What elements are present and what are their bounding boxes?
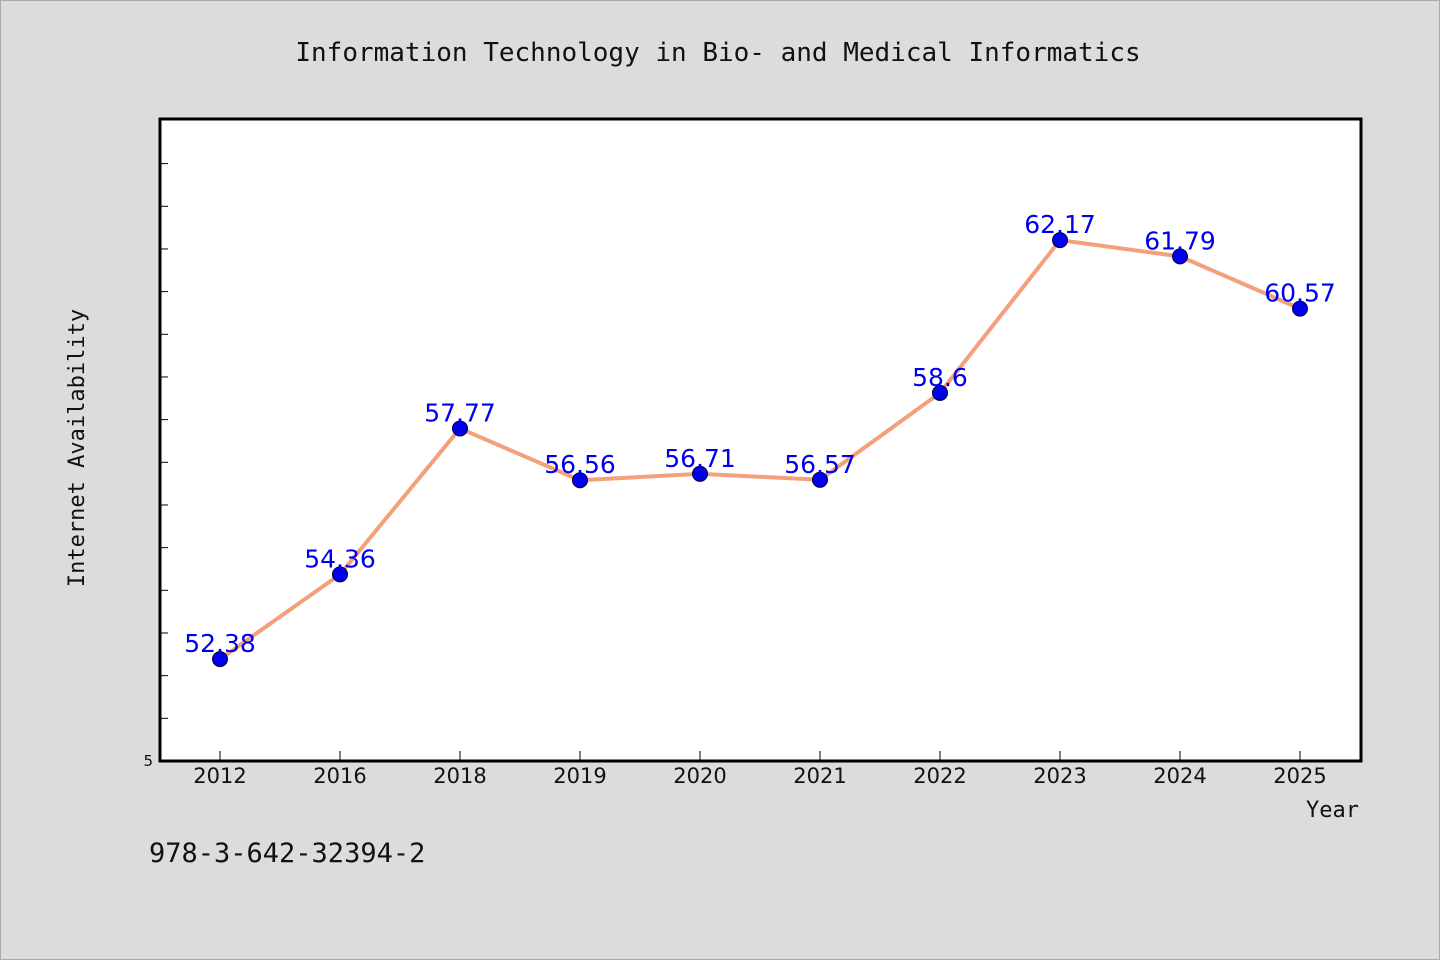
data-point-label: 62.17 — [1024, 210, 1096, 239]
x-tick-label: 2016 — [313, 764, 366, 788]
x-tick-labels: 2012 2016 2018 2019 2020 2021 2022 2023 2024 2025 — [193, 764, 1326, 788]
data-point-marker — [1292, 300, 1308, 317]
x-tick-label: 2018 — [433, 764, 486, 788]
y-tick-label: 5 — [143, 752, 153, 770]
data-point-label: 56.71 — [664, 444, 736, 473]
data-point-marker — [572, 472, 588, 489]
x-tick-label: 2022 — [913, 764, 966, 788]
y-axis-label: Internet Availability — [65, 309, 90, 587]
data-markers — [212, 232, 1308, 668]
x-tick-label: 2024 — [1153, 764, 1206, 788]
data-labels: 52.38 54.36 57.77 56.56 56.71 56.57 58.6 62.17 6… — [184, 210, 1336, 658]
data-point-label: 54.36 — [304, 544, 376, 573]
x-tick-label: 2023 — [1033, 764, 1086, 788]
data-point-marker — [452, 420, 468, 437]
data-point-marker — [212, 651, 228, 668]
x-tick-label: 2021 — [793, 764, 846, 788]
data-point-label: 60.57 — [1264, 279, 1336, 308]
x-axis-ticks — [219, 751, 1301, 761]
data-point-label: 52.38 — [184, 629, 256, 658]
data-point-marker — [332, 566, 348, 583]
x-tick-label: 2012 — [193, 764, 246, 788]
footer-isbn: 978-3-642-32394-2 — [149, 838, 425, 869]
data-point-marker — [812, 471, 828, 488]
data-point-label: 58.6 — [912, 363, 968, 392]
data-point-marker — [932, 384, 948, 401]
data-point-label: 61.79 — [1144, 226, 1216, 255]
data-point-label: 56.56 — [544, 450, 616, 479]
data-point-label: 56.57 — [784, 450, 856, 479]
data-point-marker — [1172, 248, 1188, 265]
x-tick-label: 2020 — [673, 764, 726, 788]
data-point-marker — [1052, 232, 1068, 249]
x-axis-label: Year — [1306, 798, 1359, 823]
y-axis-ticks — [160, 163, 168, 719]
x-tick-label: 2019 — [553, 764, 606, 788]
data-point-marker — [692, 465, 708, 482]
plot-area — [158, 117, 1363, 763]
chart-title: Information Technology in Bio- and Medic… — [295, 38, 1140, 68]
series-line — [218, 238, 1301, 661]
x-tick-label: 2025 — [1273, 764, 1326, 788]
data-point-label: 57.77 — [424, 398, 496, 427]
